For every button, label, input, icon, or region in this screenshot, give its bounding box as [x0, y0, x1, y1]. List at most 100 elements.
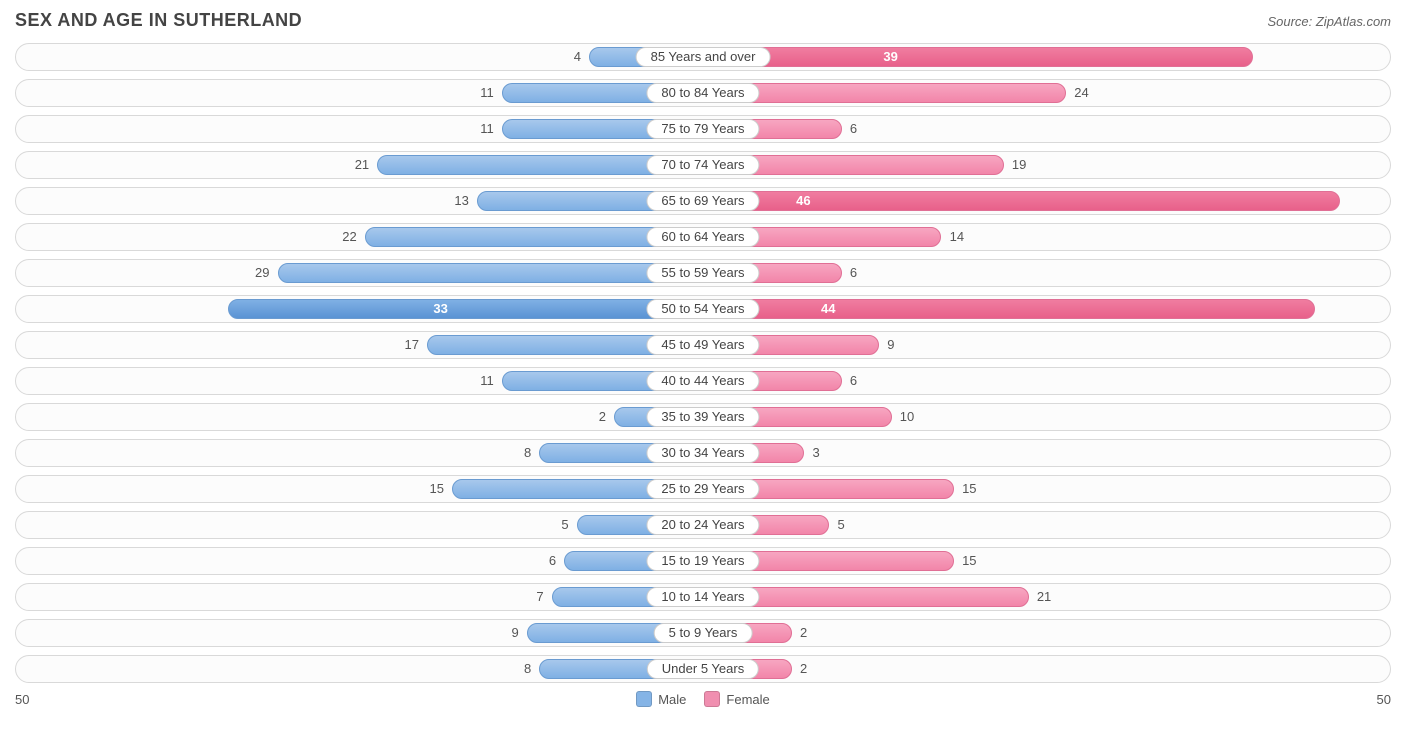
male-value: 11	[480, 373, 494, 388]
axis-right-max: 50	[1377, 692, 1391, 707]
male-value: 7	[536, 589, 543, 604]
chart-header: SEX AND AGE IN SUTHERLAND Source: ZipAtl…	[15, 10, 1391, 31]
female-half: 10	[703, 404, 1390, 430]
age-group-label: 10 to 14 Years	[646, 587, 759, 607]
female-value: 3	[813, 445, 820, 460]
female-half: 21	[703, 584, 1390, 610]
female-half: 2	[703, 620, 1390, 646]
age-group-label: 25 to 29 Years	[646, 479, 759, 499]
row-track: 5 5 20 to 24 Years	[15, 511, 1391, 539]
male-swatch-icon	[636, 691, 652, 707]
female-half: 24	[703, 80, 1390, 106]
male-half: 4	[16, 44, 703, 70]
legend-female-label: Female	[726, 692, 769, 707]
female-value: 2	[800, 661, 807, 676]
female-half: 2	[703, 656, 1390, 682]
female-value: 39	[883, 49, 897, 64]
male-half: 17	[16, 332, 703, 358]
row-track: 151525 to 29 Years	[15, 475, 1391, 503]
age-group-label: 35 to 39 Years	[646, 407, 759, 427]
female-half: 3	[703, 440, 1390, 466]
age-group-label: 15 to 19 Years	[646, 551, 759, 571]
female-half: 15	[703, 476, 1390, 502]
female-value: 6	[850, 265, 857, 280]
female-value: 21	[1037, 589, 1051, 604]
male-half: 11	[16, 116, 703, 142]
row-track: 2 10 35 to 39 Years	[15, 403, 1391, 431]
female-bar	[703, 47, 1253, 67]
age-group-label: 75 to 79 Years	[646, 119, 759, 139]
male-half: 22	[16, 224, 703, 250]
male-bar	[278, 263, 703, 283]
chart-source: Source: ZipAtlas.com	[1267, 14, 1391, 29]
age-group-label: Under 5 Years	[647, 659, 759, 679]
male-half: 15	[16, 476, 703, 502]
age-group-label: 40 to 44 Years	[646, 371, 759, 391]
row-track: 17 9 45 to 49 Years	[15, 331, 1391, 359]
female-value: 9	[887, 337, 894, 352]
male-value: 29	[255, 265, 269, 280]
legend-item-male: Male	[636, 691, 686, 707]
age-group-label: 85 Years and over	[636, 47, 771, 67]
female-swatch-icon	[704, 691, 720, 707]
age-group-label: 65 to 69 Years	[646, 191, 759, 211]
male-half: 7	[16, 584, 703, 610]
row-track: 11 6 40 to 44 Years	[15, 367, 1391, 395]
row-track: 8 2 Under 5 Years	[15, 655, 1391, 683]
female-value: 10	[900, 409, 914, 424]
male-value: 8	[524, 445, 531, 460]
age-group-label: 20 to 24 Years	[646, 515, 759, 535]
row-track: 4 39 85 Years and over	[15, 43, 1391, 71]
male-value: 6	[549, 553, 556, 568]
female-half: 19	[703, 152, 1390, 178]
male-value: 33	[433, 301, 447, 316]
female-value: 15	[962, 481, 976, 496]
male-value: 11	[480, 121, 494, 136]
age-group-label: 70 to 74 Years	[646, 155, 759, 175]
row-track: 221460 to 64 Years	[15, 223, 1391, 251]
male-value: 5	[561, 517, 568, 532]
age-group-label: 30 to 34 Years	[646, 443, 759, 463]
female-value: 46	[796, 193, 810, 208]
male-value: 22	[342, 229, 356, 244]
age-group-label: 80 to 84 Years	[646, 83, 759, 103]
row-track: 8 3 30 to 34 Years	[15, 439, 1391, 467]
age-group-label: 45 to 49 Years	[646, 335, 759, 355]
female-half: 5	[703, 512, 1390, 538]
female-half: 6	[703, 260, 1390, 286]
legend-male-label: Male	[658, 692, 686, 707]
row-track: 21 1970 to 74 Years	[15, 151, 1391, 179]
chart-title: SEX AND AGE IN SUTHERLAND	[15, 10, 302, 31]
row-track: 6 15 15 to 19 Years	[15, 547, 1391, 575]
female-value: 15	[962, 553, 976, 568]
age-group-label: 60 to 64 Years	[646, 227, 759, 247]
male-value: 21	[355, 157, 369, 172]
age-group-label: 50 to 54 Years	[646, 299, 759, 319]
male-half: 8	[16, 440, 703, 466]
female-value: 6	[850, 373, 857, 388]
male-half: 21	[16, 152, 703, 178]
male-half: 2	[16, 404, 703, 430]
female-half: 46	[703, 188, 1390, 214]
row-track: 134665 to 69 Years	[15, 187, 1391, 215]
male-bar	[228, 299, 703, 319]
male-half: 11	[16, 80, 703, 106]
male-half: 5	[16, 512, 703, 538]
female-value: 6	[850, 121, 857, 136]
male-half: 9	[16, 620, 703, 646]
legend-item-female: Female	[704, 691, 769, 707]
row-track: 925 to 9 Years	[15, 619, 1391, 647]
female-half: 9	[703, 332, 1390, 358]
male-half: 33	[16, 296, 703, 322]
female-value: 5	[837, 517, 844, 532]
female-bar	[703, 299, 1315, 319]
male-value: 17	[405, 337, 419, 352]
female-value: 24	[1074, 85, 1088, 100]
row-track: 11 6 75 to 79 Years	[15, 115, 1391, 143]
male-half: 8	[16, 656, 703, 682]
male-value: 8	[524, 661, 531, 676]
chart-footer: 50 Male Female 50	[15, 691, 1391, 707]
row-track: 29655 to 59 Years	[15, 259, 1391, 287]
row-track: 11 24 80 to 84 Years	[15, 79, 1391, 107]
male-value: 4	[574, 49, 581, 64]
